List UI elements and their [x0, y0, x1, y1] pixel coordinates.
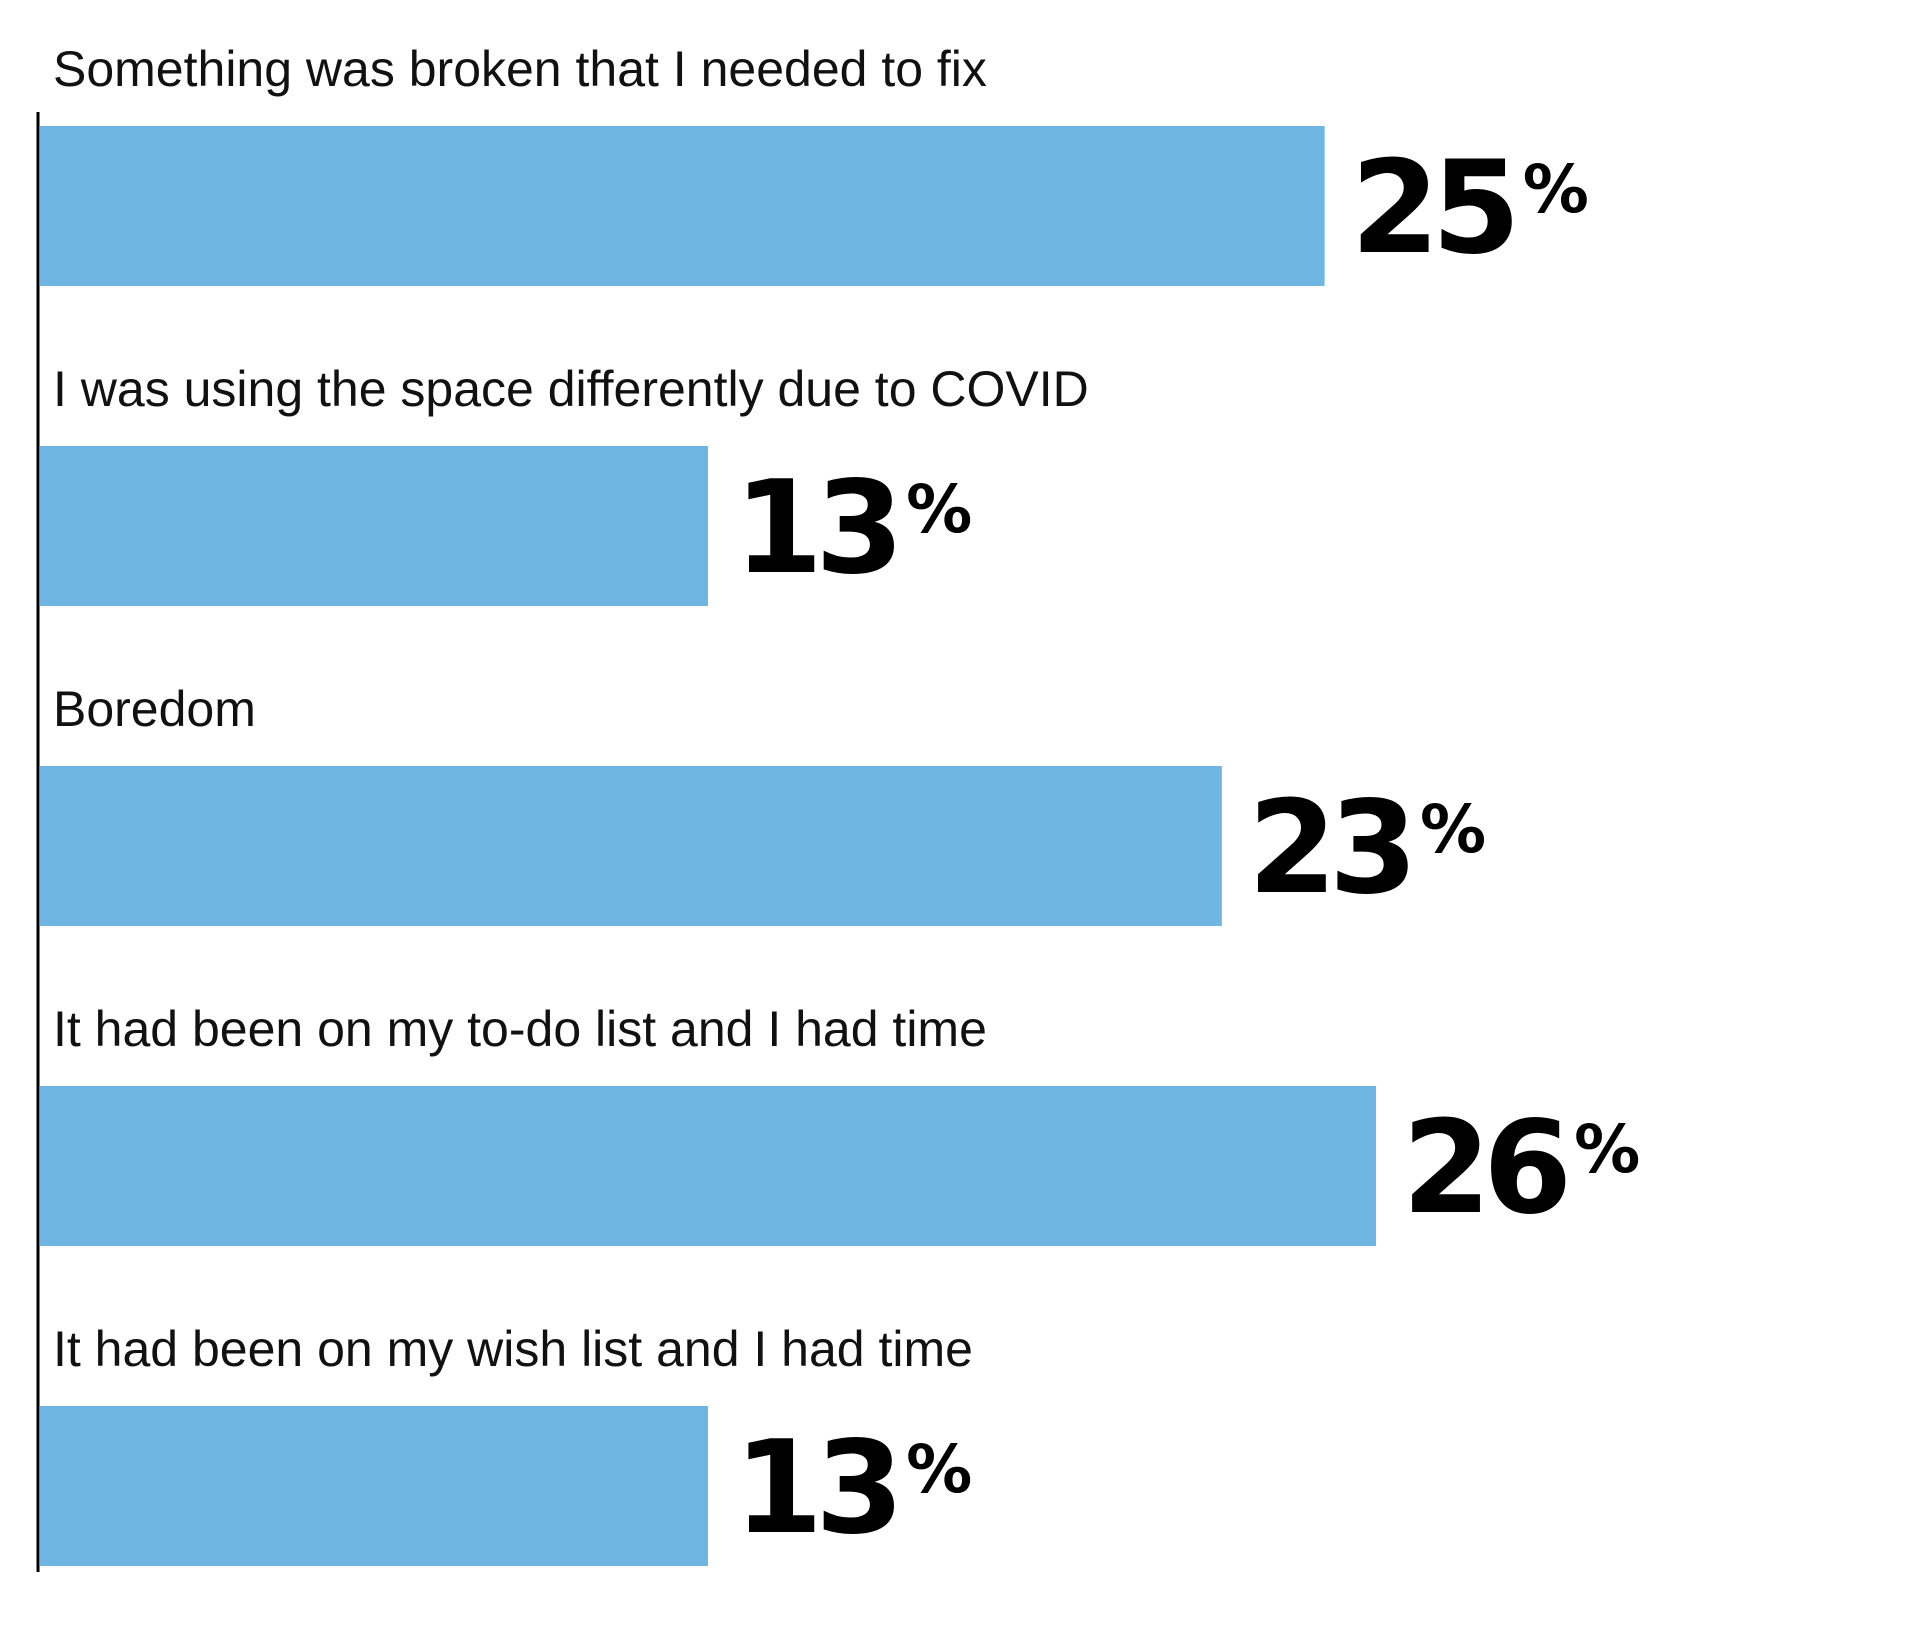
category-label: Something was broken that I needed to fi… [53, 41, 987, 97]
percent-sign: % [906, 1431, 972, 1508]
percent-sign: % [1574, 1111, 1640, 1188]
percent-sign: % [1523, 151, 1589, 228]
bar [40, 1406, 708, 1566]
bar [40, 446, 708, 606]
value-number: 13 [734, 1414, 896, 1563]
value-number: 25 [1351, 134, 1513, 283]
value-label: 25% [1351, 134, 1589, 283]
bars-layer: Something was broken that I needed to fi… [40, 41, 1640, 1566]
bar [40, 1086, 1376, 1246]
category-label: It had been on my wish list and I had ti… [53, 1321, 973, 1377]
value-number: 13 [734, 454, 896, 603]
value-number: 23 [1248, 774, 1410, 923]
percent-sign: % [906, 471, 972, 548]
percent-sign: % [1420, 791, 1486, 868]
value-number: 26 [1402, 1094, 1566, 1243]
category-label: I was using the space differently due to… [53, 361, 1089, 417]
bar [40, 766, 1222, 926]
value-label: 13% [734, 1414, 972, 1563]
category-label: It had been on my to-do list and I had t… [53, 1001, 987, 1057]
category-label: Boredom [53, 681, 256, 737]
value-label: 13% [734, 454, 972, 603]
value-label: 26% [1402, 1094, 1640, 1243]
value-label: 23% [1248, 774, 1486, 923]
bar [40, 126, 1325, 286]
